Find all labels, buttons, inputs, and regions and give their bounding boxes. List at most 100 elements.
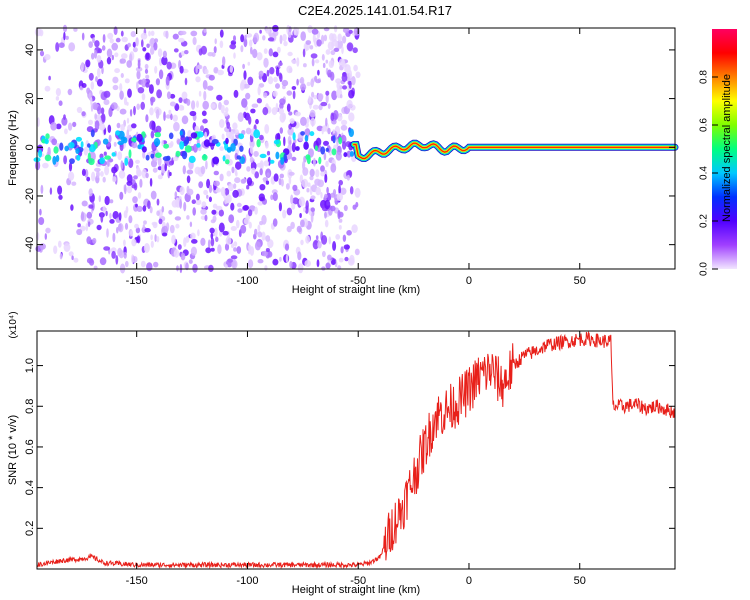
noise-blob [311, 58, 315, 67]
noise-blob [103, 246, 110, 251]
noise-blob [245, 127, 252, 135]
noise-blob [338, 225, 342, 230]
noise-blob [169, 171, 172, 177]
noise-blob [139, 178, 143, 188]
noise-blob [179, 186, 185, 196]
noise-blob [256, 52, 263, 61]
x-tick-label: 50 [574, 575, 586, 587]
noise-blob [201, 201, 207, 209]
noise-blob [210, 237, 215, 247]
noise-blob [97, 48, 102, 54]
noise-blob [161, 232, 168, 237]
noise-blob [306, 81, 311, 87]
noise-blob [141, 93, 146, 101]
noise-blob [35, 160, 41, 171]
noise-blob [245, 33, 253, 38]
noise-blob [37, 117, 40, 127]
noise-blob [327, 103, 331, 109]
noise-blob [335, 78, 342, 84]
noise-blob [340, 246, 344, 254]
noise-blob [169, 224, 175, 234]
noise-blob [211, 209, 217, 215]
noise-blob [291, 142, 296, 153]
noise-blob [284, 243, 290, 251]
low-freq-blob [175, 150, 181, 157]
noise-blob [259, 160, 264, 171]
noise-blob [222, 230, 229, 236]
low-freq-blob [44, 154, 52, 162]
noise-blob [157, 156, 162, 167]
noise-blob [279, 34, 283, 45]
noise-blob [341, 73, 348, 83]
noise-blob [231, 166, 235, 174]
noise-blob [205, 160, 208, 170]
noise-blob [185, 262, 189, 271]
noise-blob [119, 108, 127, 115]
noise-blob [40, 184, 44, 194]
noise-blob [171, 234, 176, 245]
low-freq-blob [183, 139, 189, 144]
noise-blob [44, 85, 51, 92]
noise-blob [178, 37, 185, 43]
noise-blob [338, 184, 341, 195]
noise-blob [76, 106, 83, 114]
noise-blob [240, 178, 246, 184]
noise-blob [136, 70, 141, 80]
noise-blob [304, 260, 312, 267]
noise-blob [112, 232, 116, 243]
noise-blob [309, 168, 315, 177]
noise-blob [325, 59, 329, 64]
noise-blob [200, 165, 206, 175]
noise-blob [109, 38, 114, 44]
noise-blob [243, 37, 248, 48]
noise-blob [349, 70, 352, 79]
noise-blob [352, 47, 358, 54]
noise-blob [129, 109, 133, 117]
noise-blob [323, 34, 328, 42]
noise-blob [165, 30, 169, 39]
noise-blob [97, 67, 101, 78]
noise-blob [42, 162, 49, 169]
noise-blob [190, 232, 196, 240]
noise-blob [234, 149, 240, 154]
low-freq-blob [59, 142, 64, 151]
y-tick-label: 40 [24, 44, 36, 56]
x-tick-label: -50 [350, 575, 366, 587]
low-freq-blob [238, 133, 245, 140]
noise-blob [181, 115, 189, 125]
noise-blob [324, 211, 327, 219]
noise-blob [109, 212, 112, 219]
noise-blob [317, 93, 324, 101]
noise-blob [314, 75, 318, 82]
noise-blob [130, 230, 134, 237]
noise-blob [294, 27, 300, 36]
noise-blob [214, 38, 217, 45]
low-freq-blob [136, 133, 143, 143]
low-freq-blob [318, 156, 322, 165]
noise-blob [262, 107, 269, 116]
noise-blob [135, 227, 141, 234]
noise-blob [279, 127, 283, 134]
spectrogram-frame [36, 27, 676, 270]
noise-blob [121, 36, 128, 43]
noise-blob [330, 192, 336, 198]
noise-blob [131, 141, 138, 149]
noise-blob [145, 52, 150, 60]
noise-blob [103, 151, 107, 156]
noise-blob [254, 228, 258, 236]
noise-blob [276, 132, 281, 141]
noise-blob [153, 261, 159, 268]
noise-blob [331, 90, 338, 101]
noise-blob [140, 101, 145, 110]
noise-blob [111, 102, 118, 110]
noise-blob [310, 195, 316, 200]
low-freq-blob [111, 152, 116, 157]
noise-blob [47, 146, 51, 157]
noise-blob [91, 171, 96, 182]
noise-blob [141, 39, 144, 48]
noise-blob [299, 76, 305, 85]
noise-blob [76, 228, 83, 236]
noise-blob [143, 220, 147, 225]
noise-blob [258, 193, 265, 201]
noise-blob [259, 221, 264, 226]
